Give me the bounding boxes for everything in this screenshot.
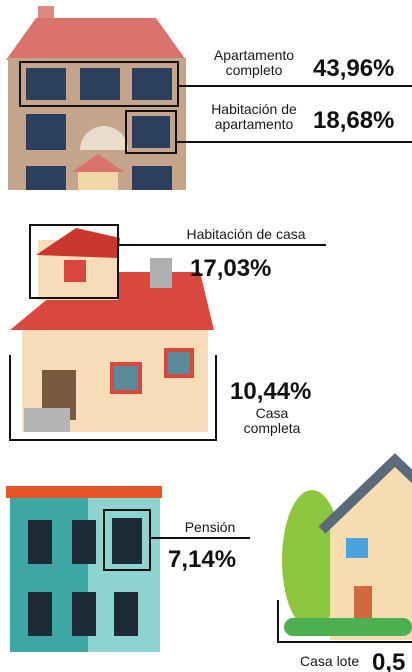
label: completo [226,62,283,78]
label: Habitación de casa [186,226,305,242]
value: 10,44% [230,378,311,405]
page: Apartamento completo 43,96% Habitación d… [0,0,412,672]
label: Casa lote [300,653,359,669]
value: 18,68% [313,107,394,134]
value: 7,14% [168,546,236,573]
label: Habitación de [211,101,297,117]
apartment-building [6,6,412,190]
lot-house [278,458,412,642]
infographic: Apartamento completo 43,96% Habitación d… [0,0,412,672]
label: apartamento [215,116,294,132]
label: completa [244,420,301,436]
value: 0,5 [372,649,405,672]
label: Casa [256,405,289,421]
value: 43,96% [313,55,394,82]
label: Pensión [185,519,236,535]
value: 17,03% [190,255,271,282]
label: Apartamento [214,47,294,63]
